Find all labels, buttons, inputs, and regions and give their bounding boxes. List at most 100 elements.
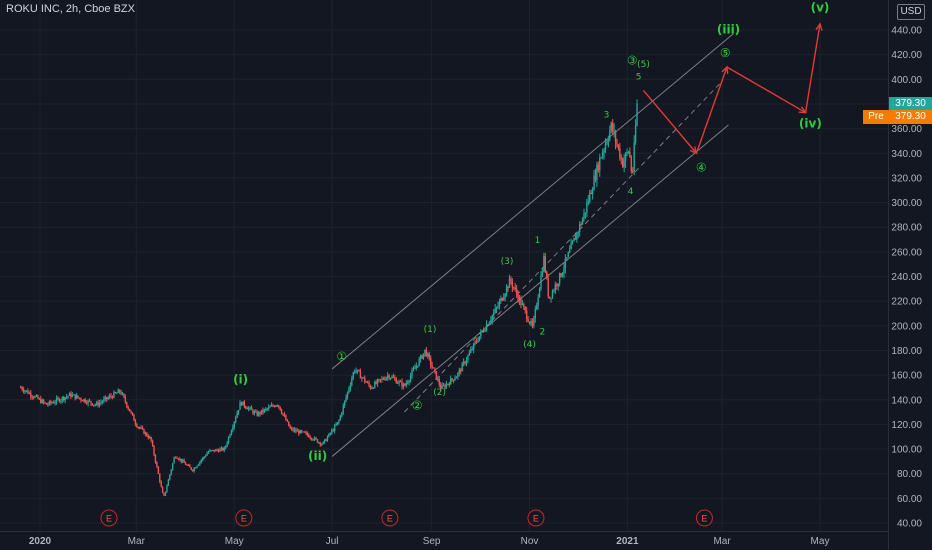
candle-body [111, 396, 114, 398]
candle-body [505, 286, 508, 295]
candle-body [381, 378, 383, 380]
candle-body [441, 385, 443, 389]
x-tick-label: Mar [713, 536, 731, 547]
candle-body [65, 396, 68, 398]
earnings-marker-label: E [241, 514, 247, 524]
candle-body [540, 275, 542, 289]
candle-body [21, 387, 23, 390]
candle-body [193, 467, 195, 472]
candle-body [386, 375, 389, 378]
earnings-marker [527, 509, 545, 527]
candle-body [61, 396, 64, 401]
candle-body [116, 392, 118, 394]
wave-label: (4) [523, 340, 536, 350]
candle-body [533, 318, 535, 326]
candle-body [133, 414, 135, 421]
candle-body [266, 408, 268, 410]
price-axis[interactable]: 440.00420.00400.00380.00360.00340.00320.… [891, 26, 922, 530]
candle-body [20, 387, 22, 389]
earnings-marker-label: E [533, 514, 539, 524]
candle-body [237, 409, 240, 413]
candle-body [305, 432, 307, 434]
candle-body [597, 164, 600, 171]
candle-body [365, 381, 367, 383]
x-tick-label: Sep [423, 536, 441, 547]
candle-body [352, 372, 354, 379]
candle-body [464, 361, 466, 364]
candle-body [557, 283, 559, 287]
candle-body [338, 420, 340, 423]
candle-body [593, 175, 595, 190]
candle-body [391, 376, 393, 379]
time-axis[interactable]: 2020 Mar May Jul Sep Nov 2021 Mar May [29, 536, 830, 547]
candle-body [339, 415, 342, 421]
candle-body [279, 406, 281, 411]
candle-body [32, 397, 35, 399]
candle-body [610, 122, 612, 131]
candle-body [319, 442, 321, 445]
currency-badge[interactable]: USD [897, 4, 925, 20]
candle-body [349, 384, 352, 389]
candle-body [51, 402, 53, 404]
candle-body [194, 467, 197, 469]
candle-body [418, 359, 420, 366]
candle-body [206, 453, 208, 456]
candle-body [322, 441, 324, 445]
candle-body [634, 125, 637, 143]
channel-line-solid [331, 124, 729, 457]
candle-body [28, 392, 31, 394]
candle-body [614, 131, 617, 142]
candle-body [521, 304, 524, 306]
candle-body [54, 402, 56, 404]
candle-body [427, 353, 429, 357]
candle-body [90, 401, 92, 404]
candle-body [100, 402, 102, 404]
candle-body [38, 398, 41, 400]
candle-body [106, 397, 108, 400]
wave-labels: ① ② (i) (ii) (1) (2) (3) (4) 1 2 3 4 ③ (5) 5 (iii) ⑤ ④ (iv… [233, 1, 829, 464]
candle-body [163, 493, 165, 496]
candle-body [161, 486, 164, 494]
candle-body [541, 271, 544, 276]
candle-body [587, 201, 590, 204]
candle-body [117, 389, 119, 393]
candle-body [220, 447, 223, 450]
candle-body [364, 377, 366, 382]
candle-body [45, 403, 48, 405]
candle-body [626, 152, 628, 154]
candle-body [570, 243, 572, 250]
earnings-marker-label: E [106, 514, 112, 524]
candle-body [210, 450, 213, 452]
candle-body [68, 393, 71, 396]
candle-body [40, 398, 42, 403]
candle-body [37, 395, 39, 399]
candle-body [497, 306, 499, 308]
y-tick-label: 120.00 [891, 420, 922, 431]
y-tick-label: 260.00 [891, 247, 922, 258]
candle-body [265, 408, 267, 410]
y-tick-label: 280.00 [891, 223, 922, 234]
candle-body [252, 409, 254, 414]
candle-body [71, 394, 74, 397]
candle-body [154, 454, 157, 463]
symbol-title[interactable]: ROKU INC, 2h, Cboe BZX [6, 3, 135, 15]
projection-segment [695, 66, 728, 154]
candle-body [223, 447, 225, 451]
candle-body [405, 383, 407, 386]
y-tick-label: 360.00 [891, 124, 922, 135]
earnings-marker [235, 509, 253, 527]
candle-body [87, 400, 89, 404]
candle-body [333, 425, 336, 431]
y-tick-label: 440.00 [891, 26, 922, 37]
candle-body [196, 465, 198, 468]
pre-market-label: Pre [863, 110, 889, 124]
candle-body [395, 378, 397, 384]
candle-body [375, 382, 377, 384]
candle-body [217, 450, 220, 452]
candle-body [379, 379, 382, 381]
x-tick-label: Jul [326, 536, 339, 547]
candle-body [523, 304, 525, 307]
